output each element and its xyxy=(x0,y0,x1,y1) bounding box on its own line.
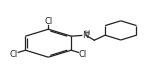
Text: H: H xyxy=(85,30,90,36)
Text: Cl: Cl xyxy=(10,50,18,59)
Text: Cl: Cl xyxy=(78,50,86,59)
Text: N: N xyxy=(83,31,89,40)
Text: Cl: Cl xyxy=(44,18,52,26)
